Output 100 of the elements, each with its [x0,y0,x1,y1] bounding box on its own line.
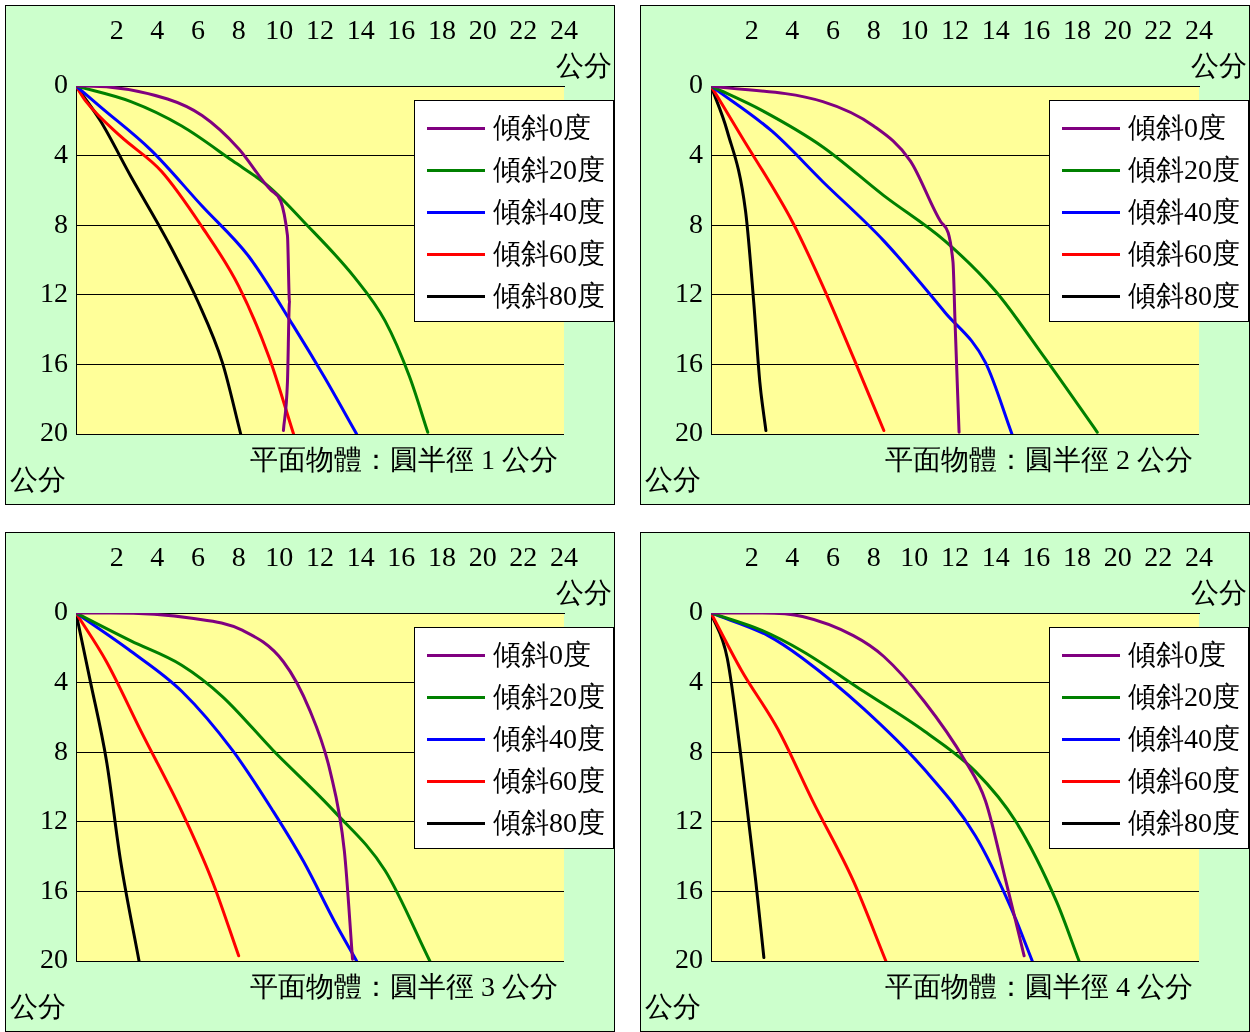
legend-label: 傾斜80度 [493,806,605,840]
x-tick-label: 2 [109,13,124,45]
y-axis-title: 公分 [10,464,66,496]
y-tick-label: 8 [54,207,68,239]
y-tick-label: 0 [54,595,68,627]
x-tick-label: 6 [826,13,840,45]
y-tick-label: 16 [40,873,68,905]
y-tick-label: 16 [675,346,703,378]
y-tick-label: 0 [689,595,703,627]
x-tick-label: 10 [265,540,294,572]
legend-label: 傾斜60度 [1128,764,1240,798]
y-tick-label: 12 [40,804,68,836]
x-tick-label: 10 [265,13,294,45]
line-series [76,613,241,958]
legend-label: 傾斜60度 [1128,237,1240,271]
x-tick-label: 6 [191,13,205,45]
x-tick-label: 20 [468,13,497,45]
text: 平面物體：圓半徑 2 公分 [885,444,1193,476]
x-tick-label: 4 [785,540,800,572]
y-axis-title: 公分 [10,991,66,1023]
x-tick-label: 24 [1185,540,1213,572]
x-axis-title: 公分 [556,50,612,82]
x-tick-label: 18 [428,13,456,45]
x-axis-title: 公分 [1191,50,1247,82]
x-tick-label: 2 [109,540,124,572]
y-tick-label: 12 [40,277,68,309]
legend-label: 傾斜40度 [493,722,605,756]
x-tick-label: 16 [387,540,416,572]
x-tick-label: 22 [1144,540,1173,572]
x-tick-label: 6 [826,540,840,572]
x-tick-label: 4 [150,13,165,45]
y-tick-label: 12 [675,804,703,836]
y-tick-label: 4 [689,664,703,696]
x-tick-label: 18 [1063,13,1091,45]
y-tick-label: 16 [675,873,703,905]
x-tick-label: 10 [900,540,929,572]
x-tick-label: 14 [981,540,1010,572]
legend-label: 傾斜20度 [493,153,605,187]
x-tick-label: 14 [346,540,375,572]
y-tick-label: 4 [54,137,68,169]
y-tick-label: 8 [689,734,703,766]
legend-label: 傾斜0度 [1128,638,1226,672]
x-axis-title: 公分 [1191,577,1247,609]
y-tick-label: 0 [689,68,703,100]
text: 平面物體：圓半徑 4 公分 [885,971,1193,1003]
legend-label: 傾斜20度 [1128,153,1240,187]
y-tick-label: 20 [40,416,68,448]
x-tick-label: 22 [1144,13,1173,45]
x-tick-label: 16 [387,13,416,45]
text: 平面物體：圓半徑 3 公分 [250,971,558,1003]
x-tick-label: 2 [744,540,759,572]
x-tick-label: 8 [866,540,881,572]
legend-label: 傾斜0度 [493,111,591,145]
legend-label: 傾斜80度 [1128,806,1240,840]
x-tick-label: 12 [306,540,334,572]
legend-label: 傾斜40度 [1128,722,1240,756]
x-tick-label: 20 [1103,540,1132,572]
x-tick-label: 12 [941,13,969,45]
y-tick-label: 20 [675,943,703,975]
x-tick-label: 24 [1185,13,1213,45]
legend-label: 傾斜40度 [493,195,605,229]
x-tick-label: 14 [981,13,1010,45]
y-axis-title: 公分 [645,464,701,496]
legend-label: 傾斜0度 [493,638,591,672]
x-tick-label: 4 [785,13,800,45]
y-tick-label: 8 [689,207,703,239]
x-tick-label: 16 [1022,13,1051,45]
legend-label: 傾斜40度 [1128,195,1240,229]
legend-label: 傾斜60度 [493,237,605,271]
x-tick-label: 22 [509,13,538,45]
x-tick-label: 4 [150,540,165,572]
legend-label: 傾斜20度 [1128,680,1240,714]
legend-label: 傾斜80度 [493,279,605,313]
x-axis-title: 公分 [556,577,612,609]
y-tick-label: 16 [40,346,68,378]
legend-label: 傾斜80度 [1128,279,1240,313]
x-tick-label: 16 [1022,540,1051,572]
y-tick-label: 20 [675,416,703,448]
x-tick-label: 2 [744,13,759,45]
text: 平面物體：圓半徑 1 公分 [250,444,558,476]
x-tick-label: 18 [1063,540,1091,572]
x-tick-label: 10 [900,13,929,45]
legend-label: 傾斜20度 [493,680,605,714]
x-tick-label: 18 [428,540,456,572]
legend-label: 傾斜60度 [493,764,605,798]
x-tick-label: 20 [1103,13,1132,45]
y-tick-label: 4 [689,137,703,169]
y-tick-label: 20 [40,943,68,975]
x-tick-label: 12 [941,540,969,572]
x-tick-label: 8 [231,13,246,45]
legend-label: 傾斜0度 [1128,111,1226,145]
x-tick-label: 8 [231,540,246,572]
y-tick-label: 0 [54,68,68,100]
y-tick-label: 12 [675,277,703,309]
x-tick-label: 12 [306,13,334,45]
x-tick-label: 8 [866,13,881,45]
x-tick-label: 20 [468,540,497,572]
x-tick-label: 14 [346,13,375,45]
y-axis-title: 公分 [645,991,701,1023]
x-tick-label: 6 [191,540,205,572]
